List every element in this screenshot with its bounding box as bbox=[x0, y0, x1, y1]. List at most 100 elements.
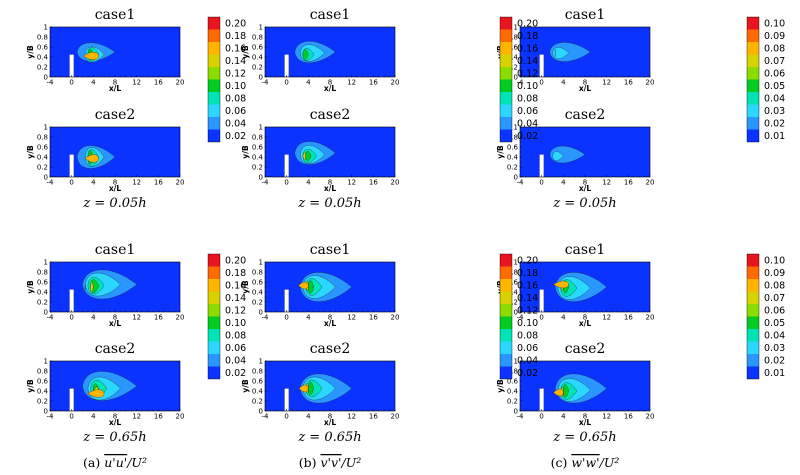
x-tick-label: 0 bbox=[284, 413, 288, 421]
x-axis-label: x/L bbox=[579, 319, 592, 328]
colorbar-label: 0.02 bbox=[517, 368, 538, 379]
colorbar-swatch bbox=[747, 129, 759, 142]
colorbar-swatch bbox=[500, 254, 512, 267]
y-tick-label: 0.6 bbox=[252, 143, 264, 151]
colorbar-label: 0.02 bbox=[225, 131, 246, 142]
y-tick-label: 0.4 bbox=[252, 53, 264, 61]
panel-title: case1 bbox=[310, 7, 351, 23]
colorbar-label: 0.18 bbox=[225, 268, 246, 279]
colorbar-swatch bbox=[747, 29, 759, 42]
contour-field bbox=[265, 361, 395, 411]
colorbar-label: 0.18 bbox=[225, 31, 246, 42]
y-tick-label: 0.8 bbox=[507, 367, 518, 375]
obstacle bbox=[69, 289, 74, 312]
panel-title: case1 bbox=[95, 7, 136, 23]
y-tick-label: 0.6 bbox=[252, 377, 264, 385]
y-tick-label: 0.8 bbox=[37, 367, 48, 375]
contour-field bbox=[520, 27, 650, 77]
x-tick-label: 16 bbox=[624, 413, 633, 421]
y-tick-label: 0 bbox=[514, 407, 518, 415]
x-tick-label: 4 bbox=[91, 314, 96, 322]
x-tick-label: 16 bbox=[369, 79, 378, 87]
panel-title: case2 bbox=[565, 107, 606, 123]
x-axis-label: x/L bbox=[579, 184, 592, 193]
y-tick-label: 0.2 bbox=[252, 397, 263, 405]
contour-field bbox=[520, 262, 650, 312]
x-tick-label: 0 bbox=[69, 179, 73, 187]
x-axis-label: x/L bbox=[109, 319, 122, 328]
colorbar-swatch bbox=[500, 92, 512, 105]
panel-title: case1 bbox=[565, 7, 606, 23]
colorbar-label: 0.01 bbox=[764, 368, 785, 379]
y-tick-label: 0.2 bbox=[37, 63, 48, 71]
contour-level bbox=[308, 280, 314, 294]
y-tick-label: 1 bbox=[514, 258, 518, 266]
x-tick-label: 20 bbox=[391, 413, 400, 421]
colorbar: 0.200.180.160.140.120.100.080.060.040.02 bbox=[207, 253, 246, 380]
colorbar-swatch bbox=[500, 129, 512, 142]
x-tick-label: 8 bbox=[583, 314, 587, 322]
x-axis-label: x/L bbox=[324, 418, 337, 427]
y-tick-label: 0 bbox=[259, 173, 263, 181]
obstacle bbox=[69, 388, 74, 411]
x-tick-label: 20 bbox=[176, 314, 185, 322]
x-tick-label: -4 bbox=[517, 79, 525, 87]
x-tick-label: 20 bbox=[646, 314, 655, 322]
colorbar-frame bbox=[746, 253, 760, 380]
y-axis-label: y/B bbox=[241, 145, 250, 159]
y-axis-label: y/B bbox=[26, 145, 35, 159]
caption-variable: u'u' bbox=[104, 455, 127, 470]
contour-level bbox=[302, 152, 306, 160]
x-tick-label: 12 bbox=[132, 314, 141, 322]
colorbar: 0.200.180.160.140.120.100.080.060.040.02 bbox=[499, 253, 538, 380]
colorbar-label: 0.04 bbox=[225, 356, 246, 367]
y-tick-label: 0.6 bbox=[252, 278, 264, 286]
y-tick-label: 1 bbox=[44, 123, 48, 131]
x-tick-label: -4 bbox=[47, 79, 55, 87]
colorbar-swatch bbox=[747, 354, 759, 367]
colorbar-swatch bbox=[500, 17, 512, 30]
y-tick-label: 0.2 bbox=[252, 63, 263, 71]
y-tick-label: 1 bbox=[44, 23, 48, 31]
y-tick-label: 0.8 bbox=[37, 33, 48, 41]
caption-denominator: /U² bbox=[599, 455, 620, 470]
colorbar: 0.100.09 0.080.07 0.060.05 0.040.03 0.020.01 bbox=[746, 253, 785, 380]
colorbar-label: 0.06 bbox=[517, 343, 538, 354]
y-tick-label: 0 bbox=[44, 308, 48, 316]
x-tick-label: 8 bbox=[113, 413, 117, 421]
colorbar-swatch bbox=[747, 17, 759, 30]
y-tick-label: 0.6 bbox=[507, 377, 519, 385]
x-tick-label: 20 bbox=[646, 179, 655, 187]
x-tick-label: 0 bbox=[539, 179, 543, 187]
y-tick-label: 0.8 bbox=[507, 33, 518, 41]
colorbar-label: 0.03 bbox=[764, 106, 785, 117]
colorbar-swatch bbox=[500, 79, 512, 92]
colorbars-layer: 0.200.180.160.140.120.100.080.060.040.02… bbox=[207, 16, 785, 380]
colorbar-label: 0.10 bbox=[764, 19, 785, 30]
y-tick-label: 0.2 bbox=[37, 397, 48, 405]
x-tick-label: 4 bbox=[91, 413, 96, 421]
obstacle bbox=[284, 289, 289, 312]
caption-denominator: /U² bbox=[340, 455, 361, 470]
colorbar-swatch bbox=[747, 291, 759, 304]
colorbar-swatch bbox=[747, 79, 759, 92]
colorbar-swatch bbox=[208, 104, 220, 117]
y-axis-label: y/B bbox=[241, 280, 250, 294]
colorbar-label: 0.16 bbox=[517, 281, 538, 292]
colorbar-label: 0.16 bbox=[225, 281, 246, 292]
contour-field bbox=[50, 27, 180, 77]
x-tick-label: 20 bbox=[176, 413, 185, 421]
caption-label: (a) bbox=[83, 455, 104, 470]
contour-level bbox=[552, 47, 569, 59]
colorbar-label: 0.12 bbox=[225, 69, 246, 80]
x-tick-label: 4 bbox=[306, 314, 311, 322]
y-tick-label: 0 bbox=[514, 73, 518, 81]
colorbar-label: 0.10 bbox=[517, 318, 538, 329]
x-tick-label: 8 bbox=[328, 79, 332, 87]
y-tick-label: 0.6 bbox=[37, 143, 49, 151]
colorbar-swatch bbox=[500, 341, 512, 354]
x-axis-label: x/L bbox=[324, 319, 337, 328]
